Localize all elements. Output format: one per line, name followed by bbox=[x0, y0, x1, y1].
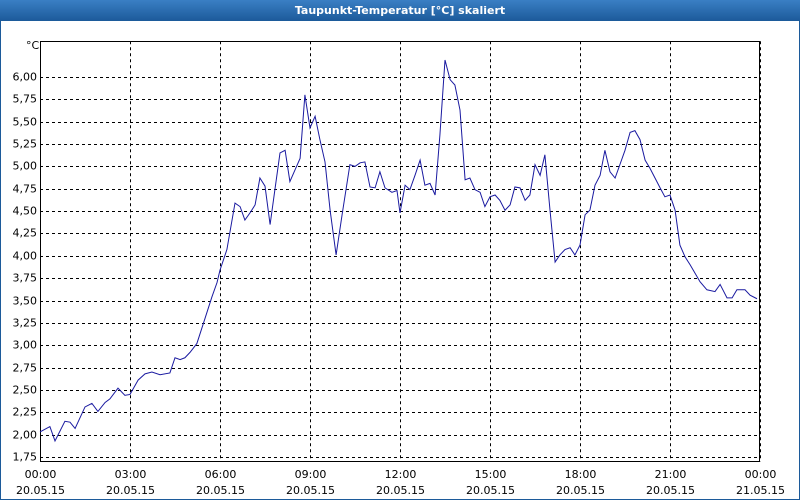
x-tick-label: 00:00 bbox=[25, 468, 57, 481]
x-tick-date: 21.05.15 bbox=[736, 484, 785, 497]
x-tick-date: 20.05.15 bbox=[106, 484, 155, 497]
y-tick-label: 3,00 bbox=[13, 339, 38, 352]
x-tick-label: 00:00 bbox=[745, 468, 777, 481]
y-tick-label: 3,75 bbox=[13, 272, 38, 285]
y-tick-label: 4,00 bbox=[13, 250, 38, 263]
x-tick-label: 03:00 bbox=[115, 468, 147, 481]
x-tick-label: 21:00 bbox=[655, 468, 687, 481]
data-line bbox=[39, 59, 758, 443]
title-bar bbox=[0, 0, 800, 21]
x-tick-label: 15:00 bbox=[475, 468, 507, 481]
chart-title: Taupunkt-Temperatur [°C] skaliert bbox=[295, 4, 505, 17]
y-tick-label: 5,75 bbox=[13, 93, 38, 106]
y-tick-label: 2,75 bbox=[13, 362, 38, 375]
y-tick-label: 6,00 bbox=[13, 71, 38, 84]
y-tick-label: 3,50 bbox=[13, 295, 38, 308]
x-tick-label: 18:00 bbox=[565, 468, 597, 481]
x-tick-label: 06:00 bbox=[205, 468, 237, 481]
x-tick-date: 20.05.15 bbox=[646, 484, 695, 497]
y-tick-label: 2,25 bbox=[13, 406, 38, 419]
y-tick-label: 1,75 bbox=[13, 451, 38, 464]
x-tick-date: 20.05.15 bbox=[196, 484, 245, 497]
y-tick-label: 2,00 bbox=[13, 429, 38, 442]
y-tick-label: 2,50 bbox=[13, 384, 38, 397]
y-tick-label: 4,50 bbox=[13, 205, 38, 218]
x-tick-date: 20.05.15 bbox=[556, 484, 605, 497]
y-tick-label: 4,75 bbox=[13, 183, 38, 196]
x-tick-date: 20.05.15 bbox=[376, 484, 425, 497]
x-tick-date: 20.05.15 bbox=[16, 484, 65, 497]
y-tick-label: 3,25 bbox=[13, 317, 38, 330]
x-tick-date: 20.05.15 bbox=[466, 484, 515, 497]
y-tick-label: 5,25 bbox=[13, 138, 38, 151]
x-tick-label: 12:00 bbox=[385, 468, 417, 481]
x-tick-date: 20.05.15 bbox=[286, 484, 335, 497]
x-tick-label: 09:00 bbox=[295, 468, 327, 481]
y-tick-label: 4,25 bbox=[13, 227, 38, 240]
y-tick-label: 5,50 bbox=[13, 116, 38, 129]
y-tick-label: 5,00 bbox=[13, 160, 38, 173]
y-axis-label: °C bbox=[26, 39, 40, 52]
plot-frame bbox=[40, 41, 760, 462]
